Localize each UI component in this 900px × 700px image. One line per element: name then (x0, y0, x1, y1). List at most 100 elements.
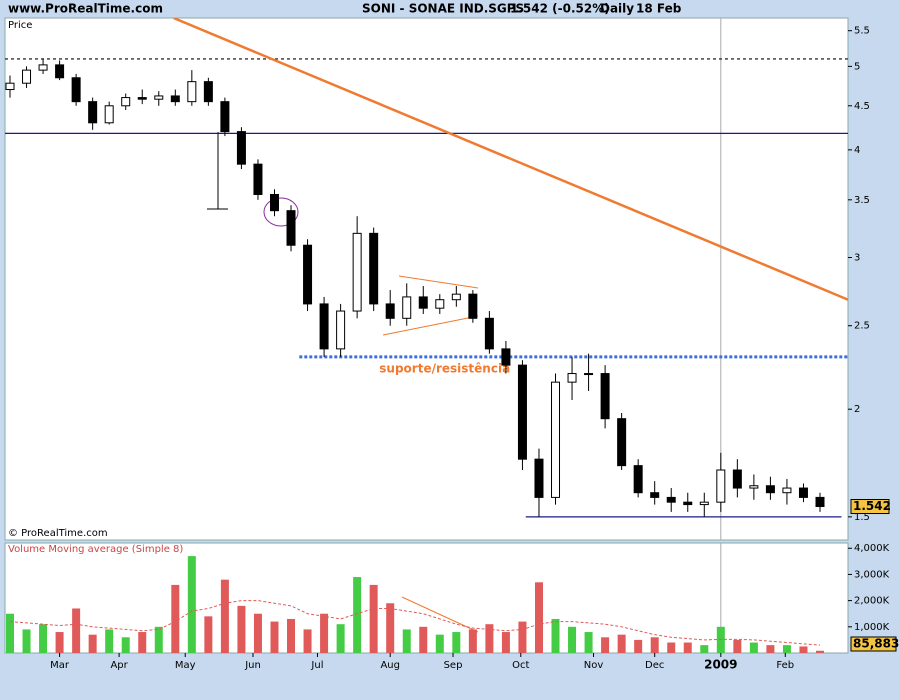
volume-bar (452, 632, 461, 653)
volume-bar (22, 629, 31, 653)
volume-bar (402, 629, 411, 653)
x-tick-label: Jul (310, 660, 323, 671)
candle-body (501, 348, 511, 366)
x-tick-label: 2009 (704, 658, 737, 672)
volume-bar (568, 626, 577, 653)
volume-bar (634, 639, 643, 653)
candle-body (352, 232, 362, 312)
volume-bar (171, 584, 180, 653)
y-tick-label: 4.5 (854, 101, 870, 112)
volume-bar (187, 556, 196, 653)
volume-bar (551, 618, 560, 653)
y-tick-label: 1.5 (854, 512, 870, 523)
candle-body (451, 293, 461, 301)
volume-bar (237, 605, 246, 653)
candle-body (385, 303, 395, 319)
volume-bar (716, 626, 725, 653)
x-tick-label: Jun (244, 660, 261, 671)
candle-body (121, 97, 131, 107)
volume-bar (683, 642, 692, 653)
copyright: © ProRealTime.com (8, 528, 108, 539)
volume-bar (485, 624, 494, 653)
volume-bar (336, 624, 345, 653)
x-tick-label: Nov (584, 660, 604, 671)
volume-bar (501, 632, 510, 653)
volume-bar (287, 618, 296, 653)
candle-body (187, 81, 197, 103)
drawing (398, 275, 479, 289)
y-tick-label: 3 (854, 252, 860, 263)
drawing (263, 197, 299, 227)
candle-body (203, 81, 213, 103)
candle-body (517, 364, 527, 460)
volume-bar (435, 634, 444, 653)
candle-body (699, 501, 709, 506)
candle-body (253, 163, 263, 196)
volume-bar (270, 621, 279, 653)
candle-body (584, 373, 594, 376)
y-tick-label: 2.5 (854, 321, 870, 332)
candle-body (137, 97, 147, 100)
candle-body (798, 487, 808, 498)
volume-bar (88, 634, 97, 653)
candle-body (484, 317, 494, 350)
candle-body (220, 101, 230, 133)
volume-bar (601, 637, 610, 653)
panel-title: Price (8, 20, 32, 31)
volume-bar (253, 613, 262, 653)
y-tick-label: 2 (854, 404, 860, 415)
volume-bar (55, 632, 64, 653)
volume-badge-label: 85,883 (853, 637, 899, 651)
candle-body (5, 82, 15, 91)
volume-bar (6, 613, 14, 653)
candle-body (716, 469, 726, 503)
candle-body (104, 105, 114, 124)
volume-bar (105, 629, 114, 653)
candle-body (765, 485, 775, 494)
volume-bar (320, 613, 329, 653)
price-badge (850, 499, 890, 515)
volume-bar (220, 579, 229, 653)
candle-body (567, 373, 577, 383)
volume-bar (518, 621, 527, 653)
volume-bar (766, 645, 775, 653)
volume-bar (204, 616, 213, 653)
x-tick-label: Oct (512, 660, 529, 671)
candle-body (617, 418, 627, 467)
volume-bar (799, 646, 808, 653)
candle-body (55, 64, 65, 79)
candle-body (369, 232, 379, 305)
drawing (401, 596, 479, 633)
candle-body (600, 373, 610, 420)
x-tick-label: Feb (776, 660, 794, 671)
candle-body (269, 194, 279, 212)
candle-body (749, 485, 759, 489)
candle-body (435, 299, 445, 309)
candle-body (551, 381, 561, 498)
x-tick-label: Dec (645, 660, 664, 671)
candle-body (683, 501, 693, 506)
trendline (173, 18, 848, 302)
candle-body (71, 77, 81, 103)
volume-bar (303, 629, 312, 653)
volume-bar (816, 650, 824, 653)
candle-body (22, 69, 32, 84)
candle-body (402, 296, 412, 319)
volume-ma (9, 600, 821, 646)
candle-body (286, 210, 296, 246)
volume-bar (369, 584, 378, 653)
y-tick-label: 3,000K (854, 569, 890, 580)
y-tick-label: 4,000K (854, 543, 890, 554)
price-badge-label: 1.542 (853, 499, 891, 513)
x-tick-label: Aug (380, 660, 400, 671)
y-tick-label: 5.5 (854, 26, 870, 37)
candle-body (236, 131, 246, 165)
y-tick-label: 5 (854, 61, 860, 72)
volume-bar (667, 642, 676, 653)
x-tick-label: Mar (50, 660, 70, 671)
candle-body (534, 458, 544, 498)
candle-body (88, 101, 98, 124)
change: 1.542 (-0.52%) (510, 2, 610, 16)
candle-body (815, 496, 825, 508)
